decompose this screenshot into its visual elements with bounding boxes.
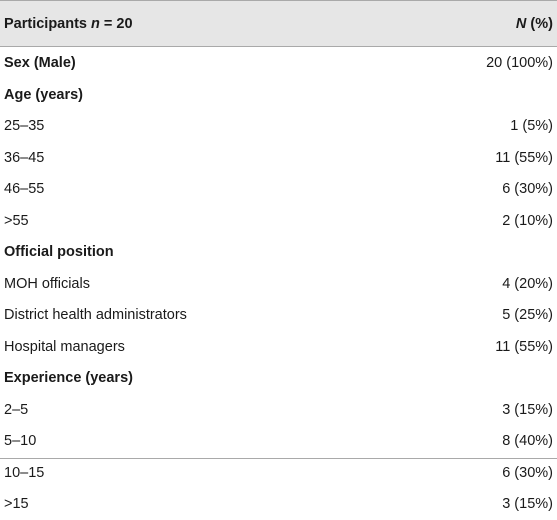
row-value: 3 (15%) xyxy=(502,401,553,418)
header-participants-eq: = 20 xyxy=(99,16,133,32)
table-row: Sex (Male) 20 (100%) xyxy=(0,47,557,79)
header-n-percent: N (%) xyxy=(516,14,553,34)
table-row: Official position xyxy=(0,236,557,268)
row-label: 36–45 xyxy=(4,149,45,166)
header-n-var: N xyxy=(515,16,527,32)
row-label: 2–5 xyxy=(4,401,29,418)
row-value: 1 (5%) xyxy=(510,118,553,134)
row-label: Experience (years) xyxy=(4,370,133,386)
row-label: Sex (Male) xyxy=(4,55,76,71)
table-row: 46–55 6 (30%) xyxy=(0,173,557,205)
table-row: MOH officials 4 (20%) xyxy=(0,268,557,300)
table-header: Participants n = 20 N (%) xyxy=(0,0,557,47)
table-row: 5–10 8 (40%) xyxy=(0,425,557,457)
table-row: 36–45 11 (55%) xyxy=(0,142,557,174)
header-participants-label: Participants xyxy=(4,16,92,32)
row-value: 5 (25%) xyxy=(502,307,553,323)
row-label: Official position xyxy=(4,244,114,260)
row-label: MOH officials xyxy=(4,275,90,292)
row-value: 20 (100%) xyxy=(486,55,553,71)
row-label: Hospital managers xyxy=(4,338,125,355)
row-label: District health administrators xyxy=(4,307,187,323)
row-value: 3 (15%) xyxy=(502,496,553,512)
row-value: 4 (20%) xyxy=(502,275,553,292)
row-value: 2 (10%) xyxy=(502,212,553,229)
row-label: 25–35 xyxy=(4,118,45,134)
header-n-pct: (%) xyxy=(526,16,553,32)
row-label: >15 xyxy=(4,496,29,512)
table-row: 10–15 6 (30%) xyxy=(0,457,557,489)
row-value: 11 (55%) xyxy=(495,338,553,355)
row-value: 6 (30%) xyxy=(502,464,553,481)
table-row: 25–35 1 (5%) xyxy=(0,110,557,142)
row-label: 46–55 xyxy=(4,181,45,197)
row-value: 11 (55%) xyxy=(495,149,553,166)
table-row: District health administrators 5 (25%) xyxy=(0,299,557,331)
table-row: Hospital managers 11 (55%) xyxy=(0,331,557,363)
header-participants: Participants n = 20 xyxy=(4,14,133,34)
table-body: Sex (Male) 20 (100%) Age (years) 25–35 1 (… xyxy=(0,47,557,520)
table-row: >55 2 (10%) xyxy=(0,205,557,237)
table-bottom-rule xyxy=(0,458,557,459)
row-label: >55 xyxy=(4,212,29,229)
table-row: Experience (years) xyxy=(0,362,557,394)
row-value: 6 (30%) xyxy=(502,181,553,197)
row-label: 10–15 xyxy=(4,464,45,481)
row-value: 8 (40%) xyxy=(502,433,553,449)
table-row: >15 3 (15%) xyxy=(0,488,557,520)
header-participants-var: n xyxy=(91,16,100,32)
row-label: Age (years) xyxy=(4,86,83,103)
table-row: 2–5 3 (15%) xyxy=(0,394,557,426)
table-row: Age (years) xyxy=(0,79,557,111)
row-label: 5–10 xyxy=(4,433,37,449)
